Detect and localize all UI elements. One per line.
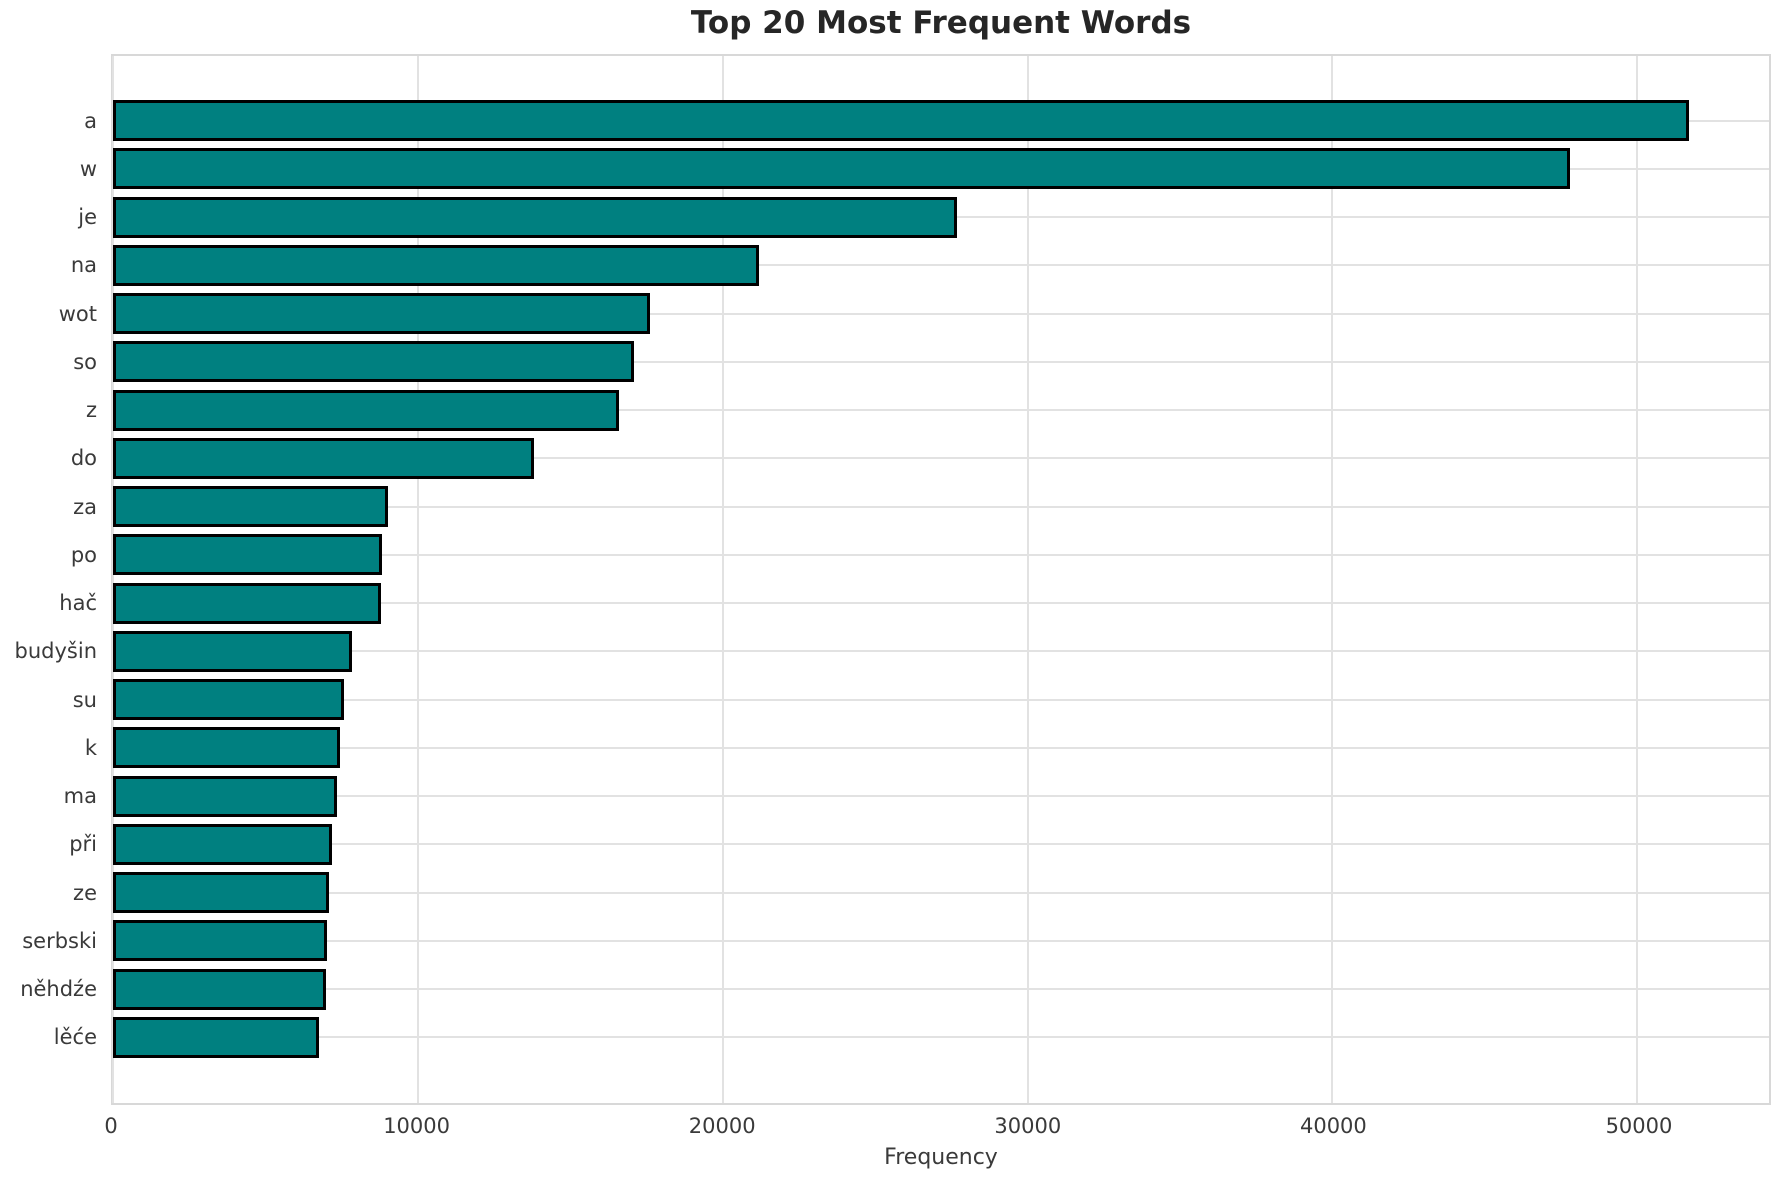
- vertical-gridline: [112, 56, 114, 1103]
- bar-row: při: [69, 823, 1769, 865]
- x-tick-label: 30000: [994, 1114, 1062, 1138]
- y-axis-label: wot: [58, 301, 97, 326]
- bar-k: [113, 727, 341, 769]
- y-axis-label: ze: [73, 880, 97, 905]
- bar-a: [113, 100, 1690, 141]
- y-axis-label: něhdźe: [20, 977, 97, 1001]
- horizontal-gridline: [113, 409, 1769, 411]
- horizontal-gridline: [113, 746, 1769, 749]
- bar-za: [113, 486, 388, 527]
- x-tick-label: 20000: [688, 1114, 756, 1138]
- bar-row: po: [71, 534, 1769, 576]
- bar-su: [113, 679, 345, 720]
- bar-lěće: [113, 1016, 320, 1058]
- bar-row: budyšin: [15, 630, 1769, 672]
- y-axis-label: z: [85, 398, 97, 422]
- y-axis-label: při: [69, 832, 97, 857]
- bar-něhdźe: [113, 968, 327, 1010]
- bar-row: lěće: [54, 1016, 1769, 1058]
- y-axis-label: na: [70, 253, 97, 278]
- vertical-gridlines: [112, 56, 1769, 1103]
- bar-po: [113, 534, 383, 576]
- y-axis-label: serbski: [22, 928, 97, 953]
- x-tick-label: 40000: [1299, 1114, 1367, 1138]
- bar-so: [113, 341, 635, 383]
- vertical-gridline: [416, 56, 419, 1103]
- y-axis-label: ma: [63, 784, 97, 808]
- y-axis-label: su: [72, 687, 97, 712]
- bar-row: za: [73, 486, 1769, 527]
- horizontal-gridline: [113, 360, 1769, 363]
- bar-na: [113, 244, 760, 286]
- vertical-gridline: [721, 56, 724, 1103]
- plot-area: a w je na wot so z do za po hač budyšin su k ma při ze se…: [15, 54, 1771, 1105]
- bar-ma: [113, 775, 338, 817]
- bar-row: a: [84, 100, 1769, 141]
- vertical-gridline: [1636, 56, 1639, 1103]
- bar-row: wot: [59, 293, 1769, 334]
- bar-row: ze: [73, 872, 1769, 913]
- y-axis-label: za: [73, 494, 97, 519]
- y-axis-label: budyšin: [14, 639, 97, 664]
- bar-row: serbski: [22, 920, 1769, 962]
- bar-row: ma: [64, 775, 1769, 817]
- x-axis-title: Frequency: [884, 1145, 998, 1170]
- horizontal-gridline: [113, 1036, 1769, 1039]
- horizontal-gridline: [113, 312, 1769, 315]
- bar-ze: [113, 872, 329, 913]
- x-tick-label: 50000: [1605, 1114, 1673, 1138]
- bar-row: su: [73, 679, 1769, 720]
- vertical-gridline: [1026, 56, 1029, 1103]
- y-axis-label: a: [84, 108, 97, 133]
- y-axis-label: so: [73, 349, 97, 374]
- bar-wot: [113, 293, 650, 334]
- y-axis-label: je: [78, 205, 97, 229]
- bar-do: [113, 437, 534, 479]
- y-axis-label: po: [70, 542, 97, 567]
- bar-row: so: [73, 341, 1769, 383]
- bar-při: [113, 823, 332, 865]
- horizontal-gridline: [113, 939, 1769, 942]
- bar-row: něhdźe: [20, 968, 1769, 1010]
- horizontal-gridline: [113, 264, 1769, 267]
- horizontal-gridline: [113, 650, 1769, 653]
- bar-rows: a w je na wot so z do za po hač budyšin su k ma při ze se…: [15, 100, 1769, 1058]
- horizontal-gridline: [113, 553, 1769, 556]
- chart-title: Top 20 Most Frequent Words: [690, 5, 1192, 41]
- bar-hač: [113, 582, 381, 624]
- y-axis-label: hač: [59, 591, 97, 615]
- bar-row: hač: [59, 582, 1769, 624]
- horizontal-gridline: [113, 988, 1769, 990]
- x-tick-label: 10000: [383, 1114, 450, 1138]
- horizontal-gridline: [113, 505, 1769, 508]
- y-axis-label: do: [70, 446, 97, 471]
- bar-row: na: [71, 244, 1769, 286]
- horizontal-gridline: [113, 891, 1769, 894]
- y-axis-label: k: [84, 735, 97, 760]
- bar-row: je: [78, 196, 1769, 238]
- bar-row: k: [85, 727, 1769, 769]
- bar-z: [113, 389, 620, 431]
- horizontal-gridline: [113, 602, 1769, 604]
- bar-je: [113, 196, 958, 238]
- bar-row: do: [71, 437, 1769, 479]
- horizontal-gridline: [113, 795, 1769, 797]
- bar-serbski: [113, 920, 328, 962]
- y-axis-label: w: [79, 156, 97, 181]
- bar-row: z: [86, 389, 1769, 431]
- x-tick-label: 0: [104, 1114, 118, 1138]
- vertical-gridline: [1331, 56, 1334, 1103]
- bar-budyšin: [113, 630, 353, 672]
- horizontal-gridline: [113, 698, 1769, 701]
- bar-w: [113, 148, 1571, 190]
- x-axis-ticks: 0 10000 20000 30000 40000 50000: [104, 1114, 1771, 1140]
- horizontal-gridline: [113, 457, 1769, 460]
- y-axis-label: lěće: [53, 1025, 97, 1050]
- bar-row: w: [80, 148, 1769, 190]
- horizontal-gridline: [113, 843, 1769, 846]
